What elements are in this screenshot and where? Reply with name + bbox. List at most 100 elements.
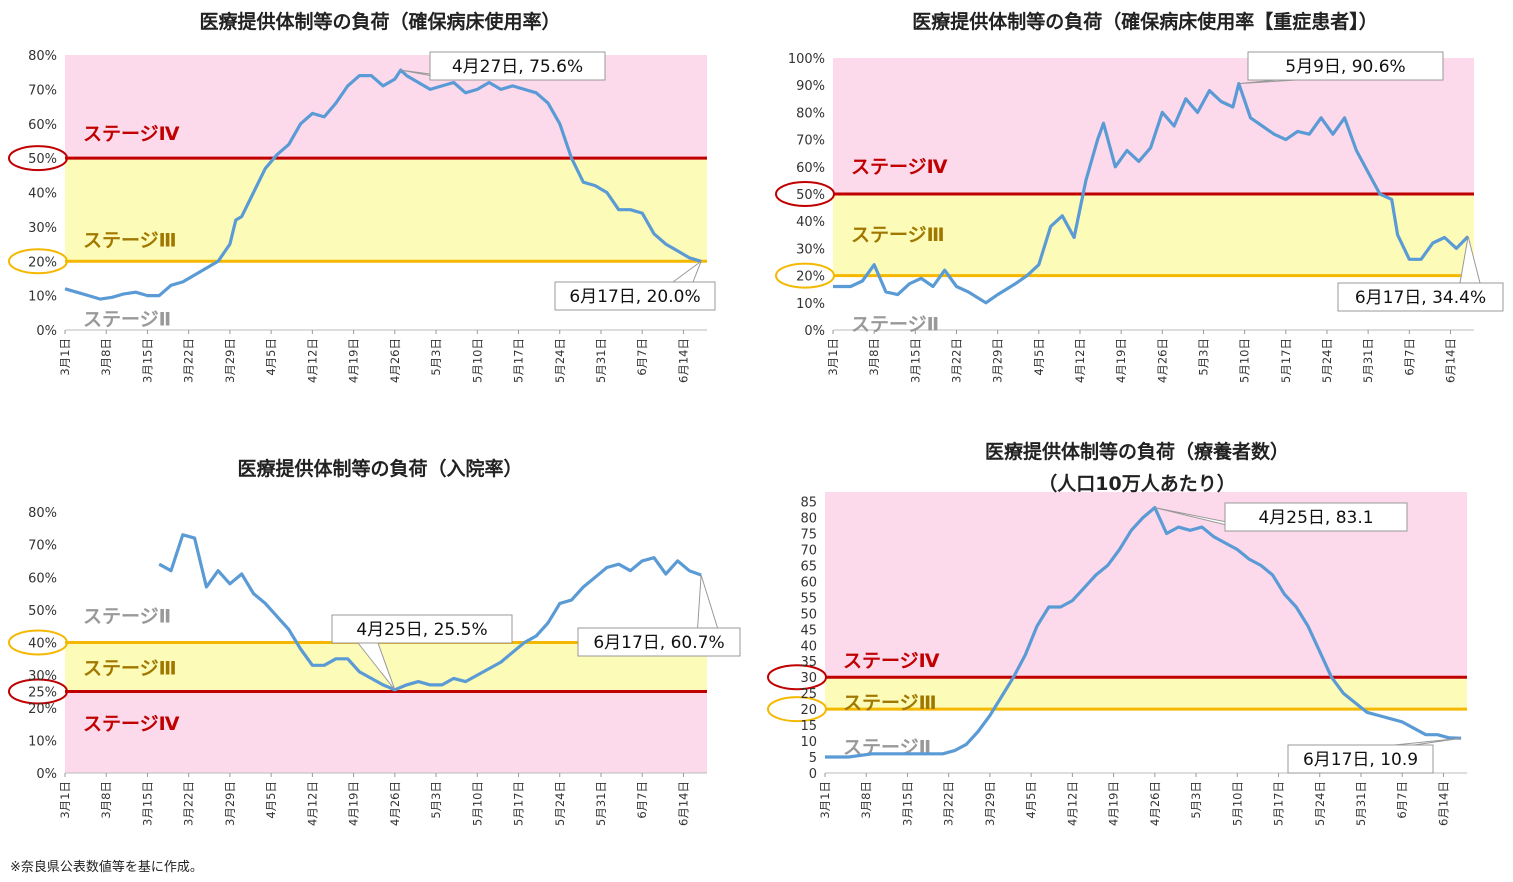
callout-label: 6月17日, 20.0%: [569, 287, 700, 307]
callout-box: [1247, 51, 1444, 81]
x-tick-label: 5月24日: [553, 781, 567, 826]
y-tick-label: 40: [800, 639, 817, 654]
callout-box: [429, 51, 606, 81]
x-tick-label: 3月8日: [99, 781, 113, 819]
stage4-band: [65, 691, 707, 773]
threshold-circle-2: [767, 696, 827, 723]
y-tick-label: 80%: [28, 49, 57, 64]
x-tick-label: 5月10日: [470, 338, 484, 383]
stage-label-2: ステージⅢ: [83, 230, 177, 252]
y-tick-label: 35: [800, 655, 817, 670]
x-tick-label: 3月1日: [818, 781, 832, 819]
x-tick-label: 3月1日: [58, 781, 72, 819]
y-tick-label: 50%: [796, 188, 825, 203]
x-tick-label: 4月12日: [1073, 338, 1087, 383]
y-tick-label: 70: [800, 543, 817, 558]
x-tick-label: 3月22日: [182, 781, 196, 826]
y-tick-label: 80%: [796, 106, 825, 121]
x-tick-label: 5月31日: [594, 338, 608, 383]
x-tick-label: 5月17日: [512, 781, 526, 826]
x-tick-label: 5月17日: [1272, 781, 1286, 826]
y-tick-label: 60%: [28, 118, 57, 133]
callout-box: [1337, 282, 1504, 312]
x-tick-label: 6月7日: [1395, 781, 1409, 819]
x-tick-label: 6月14日: [1443, 338, 1457, 383]
x-tick-label: 6月7日: [635, 338, 649, 376]
y-tick-label: 10: [800, 735, 817, 750]
y-tick-label: 65: [800, 559, 817, 574]
x-tick-label: 4月5日: [1024, 781, 1038, 819]
x-tick-label: 5月17日: [1279, 338, 1293, 383]
callout-label: 5月9日, 90.6%: [1285, 57, 1405, 77]
x-tick-label: 5月10日: [1238, 338, 1252, 383]
x-tick-label: 4月19日: [1107, 781, 1121, 826]
y-tick-label: 20%: [28, 702, 57, 717]
x-tick-label: 5月24日: [553, 338, 567, 383]
threshold-circle-1: [775, 181, 835, 207]
x-tick-label: 3月29日: [991, 338, 1005, 383]
y-tick-label: 30%: [28, 669, 57, 684]
x-tick-label: 4月12日: [305, 338, 319, 383]
y-tick-label: 0: [809, 767, 817, 782]
callout-pointer: [1238, 79, 1298, 85]
y-tick-label: 0%: [804, 324, 825, 339]
x-tick-label: 5月10日: [1230, 781, 1244, 826]
x-tick-label: 3月8日: [867, 338, 881, 376]
stage-label-3: ステージⅡ: [83, 309, 171, 331]
x-tick-label: 5月31日: [1361, 338, 1375, 383]
x-tick-label: 4月26日: [1148, 781, 1162, 826]
y-tick-label: 15: [800, 719, 817, 734]
stage-label-1: ステージⅡ: [83, 605, 171, 627]
x-tick-label: 3月29日: [983, 781, 997, 826]
y-tick-label: 10%: [28, 290, 57, 305]
chart-title: 医療提供体制等の負荷（療養者数）: [985, 440, 1289, 463]
y-tick-label: 20%: [796, 270, 825, 285]
x-tick-label: 4月26日: [388, 781, 402, 826]
y-tick-label: 25%: [28, 685, 57, 700]
series-line: [158, 533, 702, 692]
y-tick-label: 40%: [796, 215, 825, 230]
x-tick-label: 3月1日: [58, 338, 72, 376]
callout-label: 4月25日, 25.5%: [356, 620, 487, 640]
callout-pointer: [357, 642, 396, 691]
callout-box: [1287, 744, 1434, 774]
y-tick-label: 0%: [36, 324, 57, 339]
threshold-circle-2: [8, 248, 68, 275]
y-tick-label: 75: [800, 528, 817, 543]
x-tick-label: 5月24日: [1313, 781, 1327, 826]
x-tick-label: 5月10日: [470, 781, 484, 826]
stage-label-3: ステージⅡ: [851, 314, 939, 336]
stage-label-1: ステージⅣ: [843, 650, 940, 672]
y-tick-label: 100%: [788, 52, 825, 67]
x-tick-label: 3月15日: [140, 338, 154, 383]
y-tick-label: 70%: [796, 134, 825, 149]
y-tick-label: 50: [800, 607, 817, 622]
x-tick-label: 3月22日: [182, 338, 196, 383]
chart-title: 医療提供体制等の負荷（入院率）: [237, 457, 522, 480]
stage-label-3: ステージⅣ: [83, 713, 180, 735]
chart-1: 0% 10% 20% 30% 40% 50% 60% 70% 80% 3月1日 3月8日 3月15日 3…: [8, 10, 716, 383]
y-tick-label: 40%: [28, 637, 57, 652]
chart-subtitle: （人口10万人あたり）: [1038, 472, 1235, 495]
x-tick-label: 6月7日: [635, 781, 649, 819]
y-tick-label: 30%: [28, 221, 57, 236]
x-tick-label: 5月31日: [1354, 781, 1368, 826]
y-tick-label: 0%: [36, 767, 57, 782]
series-line: [825, 506, 1462, 759]
x-tick-label: 4月19日: [347, 781, 361, 826]
x-tick-label: 3月15日: [908, 338, 922, 383]
stage-label-1: ステージⅣ: [83, 123, 180, 145]
x-tick-label: 4月5日: [264, 781, 278, 819]
x-tick-label: 3月29日: [223, 338, 237, 383]
x-tick-label: 3月15日: [140, 781, 154, 826]
stage-label-2: ステージⅢ: [843, 692, 937, 714]
threshold-circle-2: [8, 678, 68, 705]
x-tick-label: 4月19日: [1114, 338, 1128, 383]
x-tick-label: 4月26日: [388, 338, 402, 383]
chart-2: 0% 10% 20% 30% 40% 50% 60% 70% 80% 90% 100% 3月1日 3月8…: [775, 10, 1504, 383]
x-tick-label: 3月15日: [900, 781, 914, 826]
series-line: [64, 68, 702, 301]
x-tick-label: 3月8日: [859, 781, 873, 819]
threshold-circle-1: [767, 664, 827, 691]
